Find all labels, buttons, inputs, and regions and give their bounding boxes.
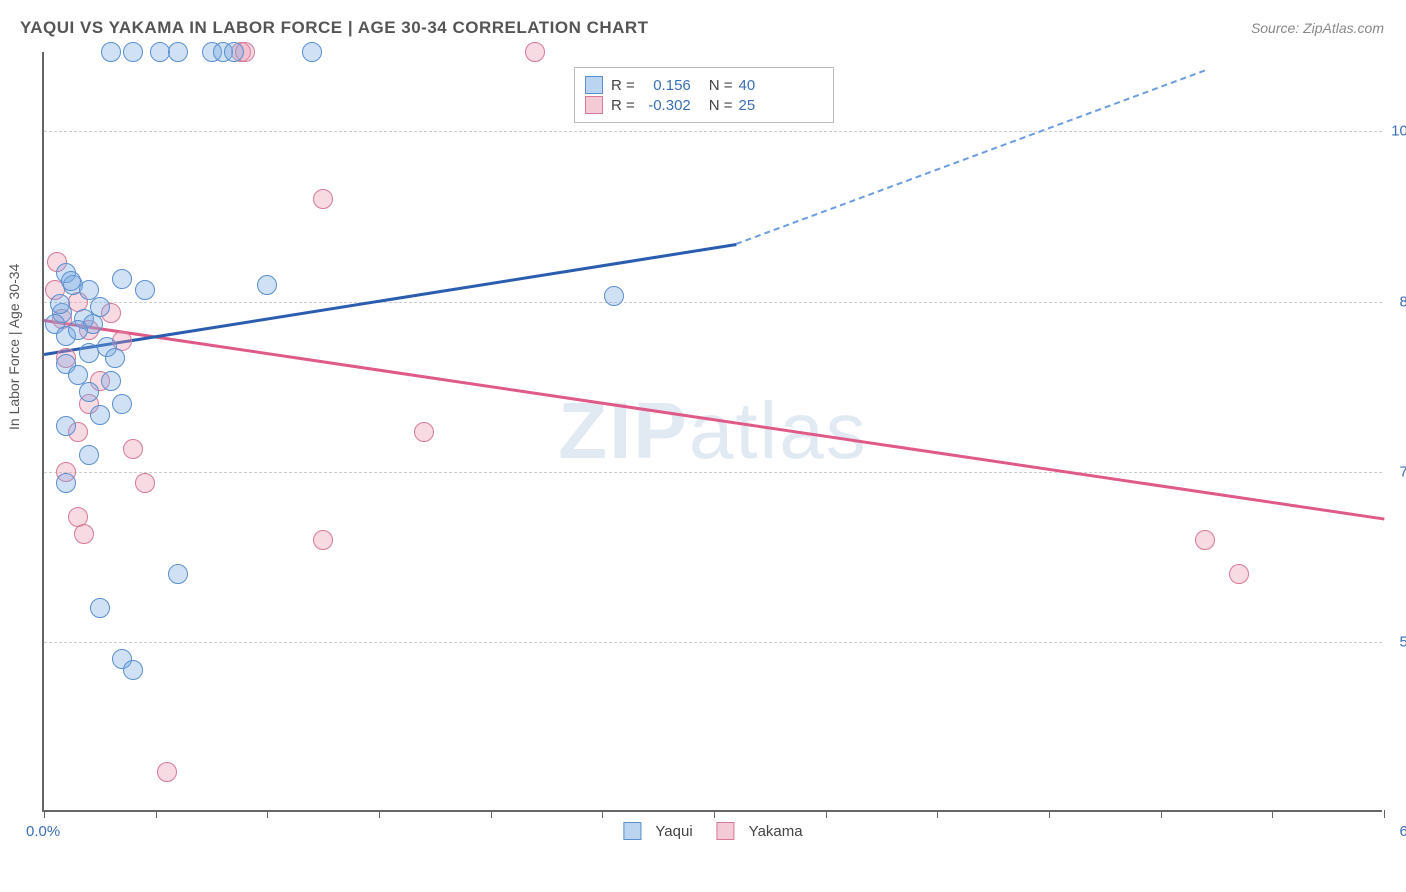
chart-title: YAQUI VS YAKAMA IN LABOR FORCE | AGE 30-… <box>20 18 649 38</box>
n-label: N = <box>709 77 733 94</box>
y-tick-label: 55.0% <box>1399 633 1406 650</box>
data-point-yaqui <box>90 405 110 425</box>
x-tick <box>1161 810 1162 818</box>
data-point-yaqui <box>61 271 81 291</box>
data-point-yakama <box>123 439 143 459</box>
data-point-yaqui <box>112 269 132 289</box>
data-point-yaqui <box>90 297 110 317</box>
x-tick <box>267 810 268 818</box>
data-point-yaqui <box>302 42 322 62</box>
data-point-yakama <box>313 530 333 550</box>
bottom-legend: Yaqui Yakama <box>623 822 802 840</box>
yakama-n-value: 25 <box>739 97 789 114</box>
x-tick <box>1384 810 1385 818</box>
data-point-yaqui <box>123 42 143 62</box>
data-point-yaqui <box>168 42 188 62</box>
data-point-yakama <box>135 473 155 493</box>
yaqui-n-value: 40 <box>739 77 789 94</box>
legend-row-yakama: R = -0.302 N = 25 <box>585 96 823 114</box>
legend-row-yaqui: R = 0.156 N = 40 <box>585 76 823 94</box>
data-point-yaqui <box>135 280 155 300</box>
y-tick-label: 100.0% <box>1391 123 1406 140</box>
data-point-yakama <box>74 524 94 544</box>
data-point-yaqui <box>101 42 121 62</box>
data-point-yaqui <box>56 473 76 493</box>
data-point-yakama <box>414 422 434 442</box>
data-point-yaqui <box>101 371 121 391</box>
x-tick-label-min: 0.0% <box>26 823 60 840</box>
data-point-yakama <box>1195 530 1215 550</box>
x-tick <box>379 810 380 818</box>
x-tick <box>826 810 827 818</box>
gridline-h <box>44 302 1382 303</box>
x-tick <box>44 810 45 818</box>
trendline-yakama <box>44 319 1384 520</box>
plot-area: ZIPatlas R = 0.156 N = 40 R = -0.302 N =… <box>42 52 1382 812</box>
r-label: R = <box>611 77 635 94</box>
correlation-legend: R = 0.156 N = 40 R = -0.302 N = 25 <box>574 67 834 123</box>
x-tick <box>1272 810 1273 818</box>
swatch-yakama <box>585 96 603 114</box>
data-point-yaqui <box>604 286 624 306</box>
data-point-yaqui <box>112 394 132 414</box>
y-tick-label: 70.0% <box>1399 463 1406 480</box>
watermark: ZIPatlas <box>558 385 867 477</box>
x-tick-label-max: 60.0% <box>1399 823 1406 840</box>
data-point-yaqui <box>123 660 143 680</box>
data-point-yakama <box>157 762 177 782</box>
bottom-legend-yaqui-label: Yaqui <box>655 823 692 840</box>
data-point-yaqui <box>224 42 244 62</box>
data-point-yaqui <box>257 275 277 295</box>
gridline-h <box>44 472 1382 473</box>
y-tick-label: 85.0% <box>1399 293 1406 310</box>
x-tick <box>602 810 603 818</box>
bottom-legend-yakama: Yakama <box>717 822 803 840</box>
data-point-yaqui <box>50 294 70 314</box>
gridline-h <box>44 642 1382 643</box>
data-point-yaqui <box>105 348 125 368</box>
swatch-yaqui-icon <box>623 822 641 840</box>
data-point-yakama <box>1229 564 1249 584</box>
n-label: N = <box>709 97 733 114</box>
data-point-yakama <box>313 189 333 209</box>
data-point-yaqui <box>56 416 76 436</box>
bottom-legend-yakama-label: Yakama <box>749 823 803 840</box>
x-tick <box>937 810 938 818</box>
swatch-yakama-icon <box>717 822 735 840</box>
data-point-yaqui <box>79 382 99 402</box>
yaqui-r-value: 0.156 <box>641 77 691 94</box>
swatch-yaqui <box>585 76 603 94</box>
x-tick <box>491 810 492 818</box>
data-point-yaqui <box>90 598 110 618</box>
y-axis-label: In Labor Force | Age 30-34 <box>6 264 22 430</box>
x-tick <box>1049 810 1050 818</box>
data-point-yaqui <box>79 343 99 363</box>
data-point-yaqui <box>68 320 88 340</box>
data-point-yaqui <box>168 564 188 584</box>
source-attribution: Source: ZipAtlas.com <box>1251 20 1384 36</box>
yakama-r-value: -0.302 <box>641 97 691 114</box>
data-point-yakama <box>525 42 545 62</box>
r-label: R = <box>611 97 635 114</box>
x-tick <box>156 810 157 818</box>
watermark-atlas: atlas <box>689 386 868 475</box>
data-point-yaqui <box>79 445 99 465</box>
gridline-h <box>44 131 1382 132</box>
bottom-legend-yaqui: Yaqui <box>623 822 692 840</box>
x-tick <box>714 810 715 818</box>
